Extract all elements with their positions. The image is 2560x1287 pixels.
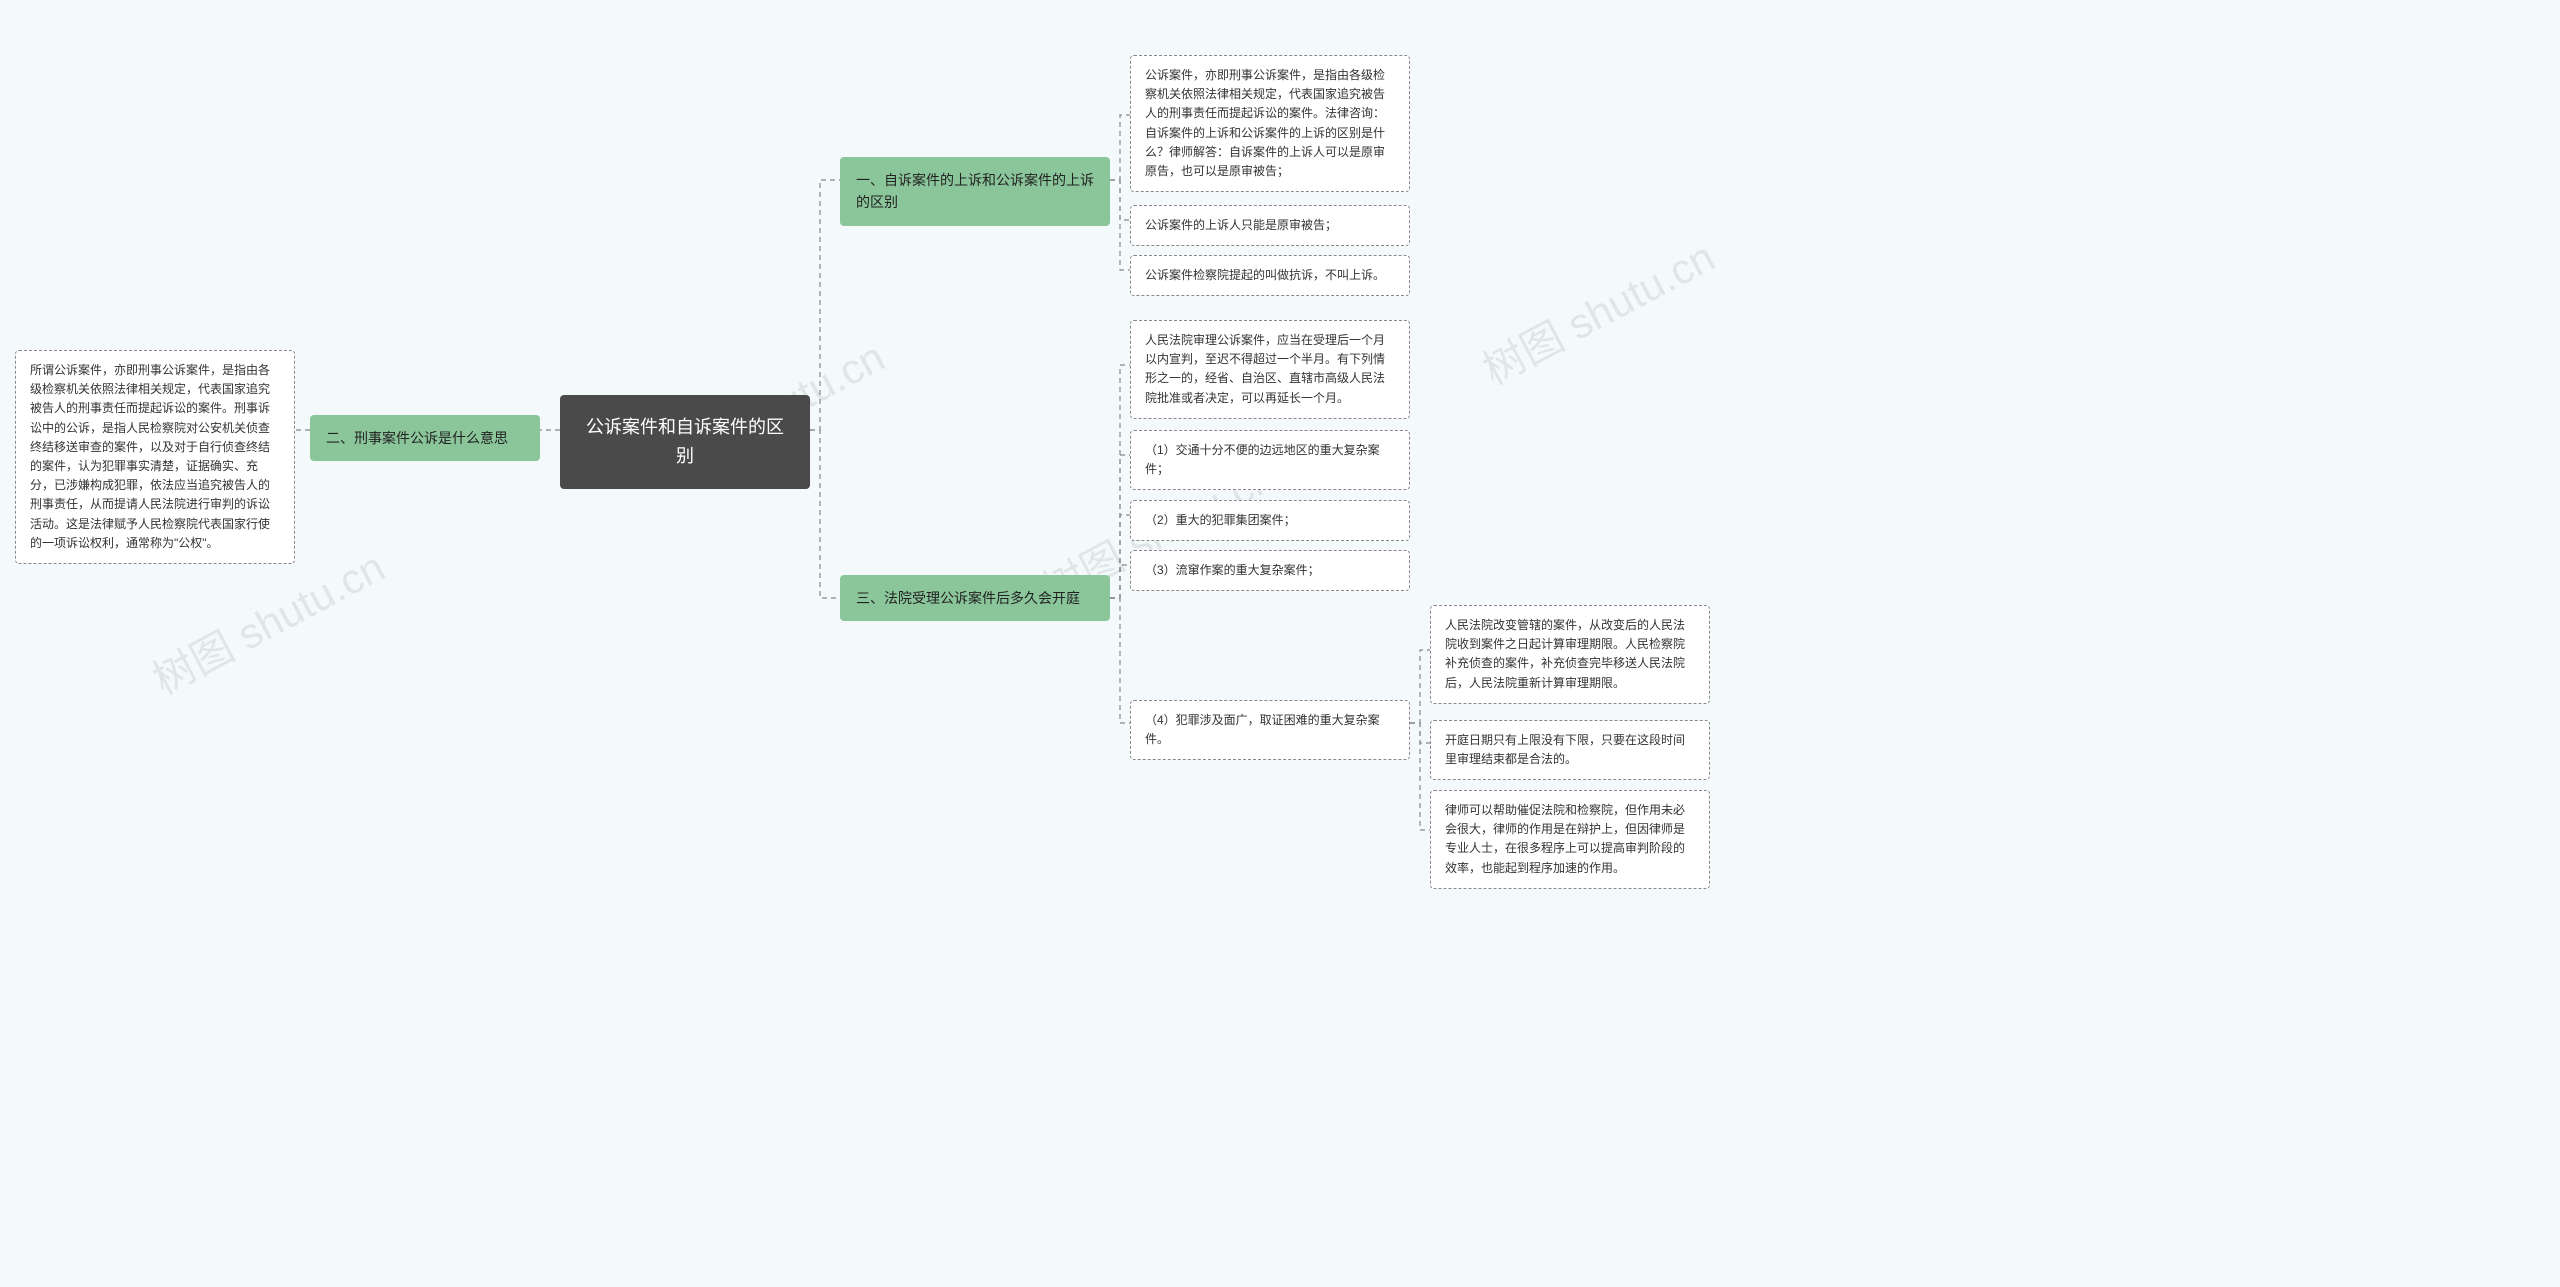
leaf-node-1-2: 公诉案件的上诉人只能是原审被告； — [1130, 205, 1410, 246]
branch-node-3: 三、法院受理公诉案件后多久会开庭 — [840, 575, 1110, 621]
leaf-node-1-3: 公诉案件检察院提起的叫做抗诉，不叫上诉。 — [1130, 255, 1410, 296]
leaf-node-2-1: 所谓公诉案件，亦即刑事公诉案件，是指由各级检察机关依照法律相关规定，代表国家追究… — [15, 350, 295, 564]
leaf-node-1-1: 公诉案件，亦即刑事公诉案件，是指由各级检察机关依照法律相关规定，代表国家追究被告… — [1130, 55, 1410, 192]
leaf-node-3-5-3: 律师可以帮助催促法院和检察院，但作用未必会很大，律师的作用是在辩护上，但因律师是… — [1430, 790, 1710, 889]
leaf-node-3-3: （2）重大的犯罪集团案件； — [1130, 500, 1410, 541]
branch-node-1: 一、自诉案件的上诉和公诉案件的上诉的区别 — [840, 157, 1110, 226]
watermark: 树图 shutu.cn — [1471, 224, 1724, 397]
connector-lines — [0, 0, 2560, 1287]
leaf-node-3-2: （1）交通十分不便的边远地区的重大复杂案件； — [1130, 430, 1410, 490]
leaf-node-3-5: （4）犯罪涉及面广，取证困难的重大复杂案件。 — [1130, 700, 1410, 760]
root-node: 公诉案件和自诉案件的区别 — [560, 395, 810, 489]
leaf-node-3-5-2: 开庭日期只有上限没有下限，只要在这段时间里审理结束都是合法的。 — [1430, 720, 1710, 780]
branch-node-2: 二、刑事案件公诉是什么意思 — [310, 415, 540, 461]
leaf-node-3-5-1: 人民法院改变管辖的案件，从改变后的人民法院收到案件之日起计算审理期限。人民检察院… — [1430, 605, 1710, 704]
leaf-node-3-1: 人民法院审理公诉案件，应当在受理后一个月以内宣判，至迟不得超过一个半月。有下列情… — [1130, 320, 1410, 419]
leaf-node-3-4: （3）流窜作案的重大复杂案件； — [1130, 550, 1410, 591]
